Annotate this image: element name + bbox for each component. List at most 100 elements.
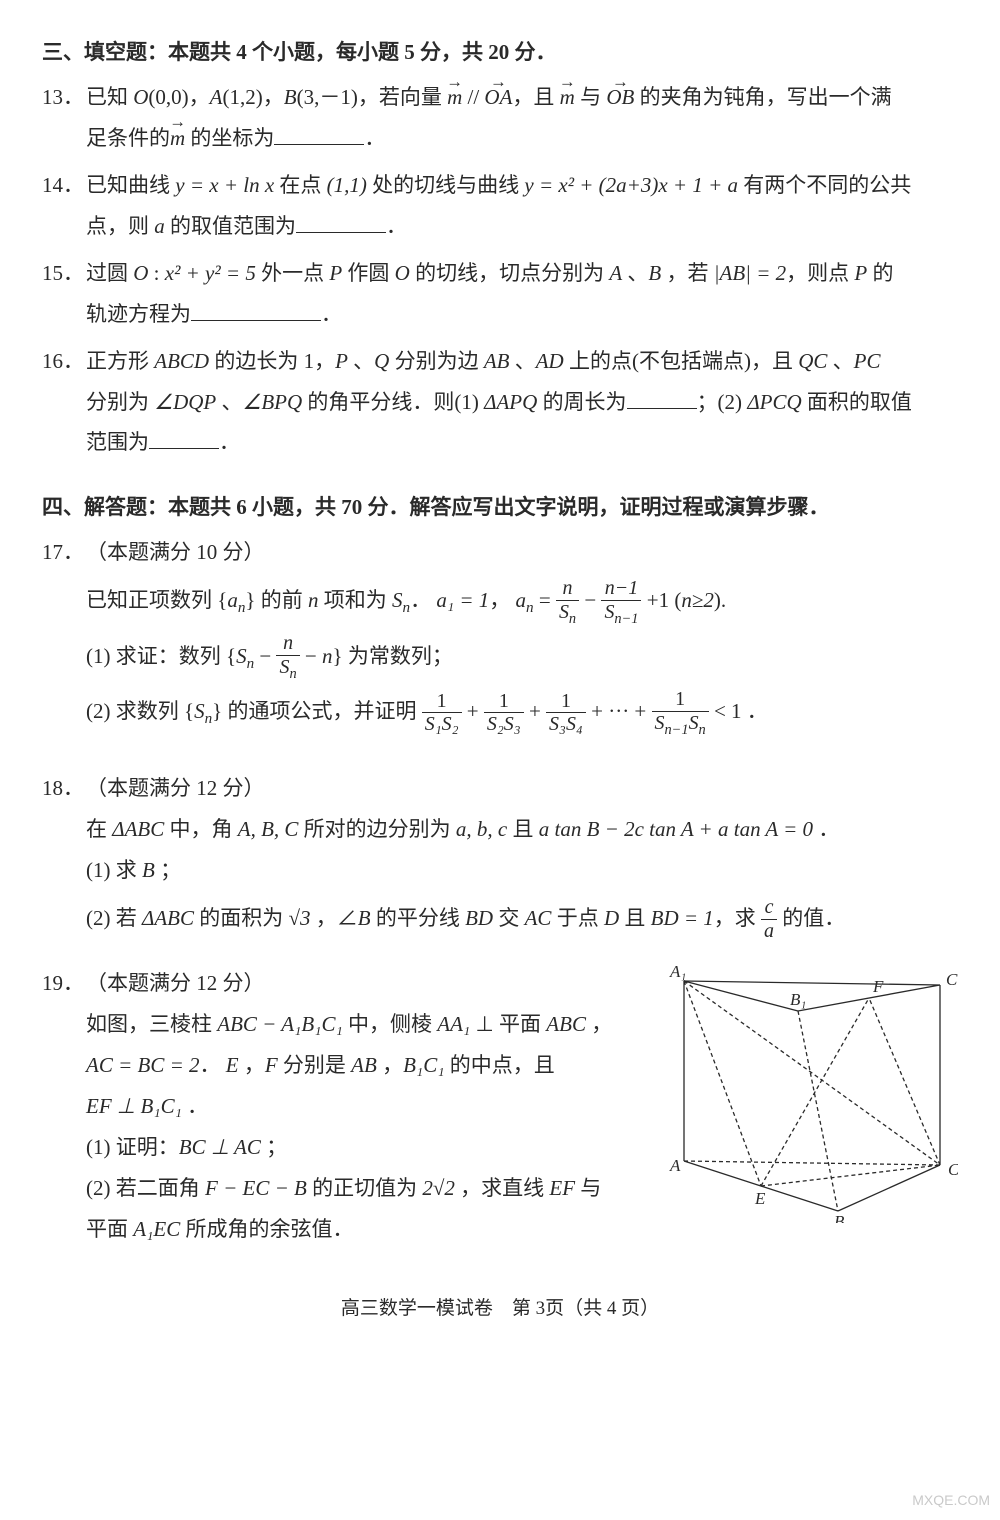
q16-body: 正方形 ABCD 的边长为 1，P 、Q 分别为边 AB 、AD 上的点(不包括…	[86, 341, 958, 464]
O: O	[395, 261, 410, 285]
t: 的取值范围为	[165, 214, 296, 238]
q14-num: 14．	[42, 165, 86, 247]
den: Sn	[556, 601, 579, 628]
t: ．	[200, 1053, 226, 1077]
svg-text:B: B	[834, 1212, 845, 1223]
AB: |AB| = 2	[714, 261, 786, 285]
t: 范围为	[86, 430, 149, 454]
F: F	[265, 1053, 278, 1077]
vec-OB: OB	[606, 77, 634, 118]
t: 的中点，且	[445, 1053, 555, 1077]
t: ，	[489, 588, 515, 612]
ABC: ABC	[546, 1012, 586, 1036]
ngeq: n≥2	[681, 588, 714, 612]
frac: 1S₂S₃	[484, 690, 524, 738]
t: 平面	[86, 1217, 133, 1241]
t: +1 (	[647, 588, 682, 612]
t: //	[462, 85, 484, 109]
t: 上的点(不包括端点)，且	[564, 349, 799, 373]
t: 已知正项数列 {	[86, 588, 227, 612]
t: 面积的取值	[802, 390, 912, 414]
t: 、	[509, 349, 535, 373]
dihedral: F − EC − B	[205, 1176, 307, 1200]
den: Sn−1	[601, 601, 641, 628]
t: 正方形	[86, 349, 154, 373]
P: P	[335, 349, 348, 373]
Q: Q	[374, 349, 389, 373]
t: } 为常数列；	[332, 644, 452, 668]
q15-num: 15．	[42, 253, 86, 335]
QC: QC	[798, 349, 827, 373]
t: (0,0)，	[148, 85, 209, 109]
frac: nSn	[276, 632, 299, 683]
BD1: BD = 1	[651, 906, 714, 930]
q18-num: 18．	[42, 768, 86, 945]
svg-text:C₁: C₁	[946, 970, 958, 989]
t: −	[254, 644, 276, 668]
blank	[296, 210, 386, 233]
an: a	[227, 588, 238, 612]
page-footer: 高三数学一模试卷 第 3页（共 4 页）	[42, 1290, 958, 1327]
t: 的角平分线．则(1)	[302, 390, 484, 414]
eq: x² + y² = 5	[165, 261, 256, 285]
t: 分别为边	[389, 349, 484, 373]
t: } 的通项公式，并证明	[212, 699, 422, 723]
AD: AD	[536, 349, 564, 373]
t: 且	[507, 817, 539, 841]
t: ，∠	[311, 906, 358, 930]
question-19: 19． （本题满分 12 分） 如图，三棱柱 ABC − A₁B₁C₁ 中，侧棱…	[42, 963, 958, 1250]
t: 中，角	[164, 817, 238, 841]
eq: AC = BC = 2	[86, 1053, 200, 1077]
an: a	[516, 588, 527, 612]
t: 的周长为	[537, 390, 626, 414]
frac: nSn	[556, 577, 579, 628]
q19-num: 19．	[42, 963, 86, 1250]
P: P	[329, 261, 342, 285]
blank	[274, 122, 364, 145]
svg-text:F: F	[872, 977, 884, 996]
t: (1) 求	[86, 858, 142, 882]
blank	[191, 298, 321, 321]
t: 、	[622, 261, 648, 285]
t: ，	[377, 1053, 403, 1077]
t: 处的切线与曲线	[367, 173, 525, 197]
num: n	[556, 577, 579, 601]
watermark: MXQE.COM	[912, 1487, 990, 1514]
t: 的面积为	[194, 906, 289, 930]
question-18: 18． （本题满分 12 分） 在 ΔABC 中，角 A, B, C 所对的边分…	[42, 768, 958, 945]
t: ；	[261, 1135, 287, 1159]
t: 的边长为 1，	[209, 349, 335, 373]
AC: AC	[525, 906, 552, 930]
num: n−1	[601, 577, 641, 601]
prism: ABC − A₁B₁C₁	[217, 1012, 343, 1036]
t: 的夹角为钝角，写出一个满	[634, 85, 891, 109]
t: 中，侧棱	[343, 1012, 438, 1036]
question-13: 13． 已知 O(0,0)，A(1,2)，B(3,－1)，若向量 m // OA…	[42, 77, 958, 159]
frac: ca	[761, 896, 777, 944]
t: (2) 若	[86, 906, 142, 930]
t: 作圆	[342, 261, 395, 285]
t: 足条件的	[86, 126, 170, 150]
t: (3,－1)，若向量	[297, 85, 442, 109]
t: 、	[827, 349, 853, 373]
prism-diagram: A₁B₁C₁FABCE	[668, 963, 958, 1223]
t: ，则点	[786, 261, 854, 285]
val: 2√2	[422, 1176, 455, 1200]
t: ，	[239, 1053, 265, 1077]
t: ，	[586, 1012, 612, 1036]
sub: n	[403, 600, 411, 616]
section-4-header: 四、解答题：本题共 6 小题，共 70 分．解答应写出文字说明，证明过程或演算步…	[42, 487, 958, 528]
question-16: 16． 正方形 ABCD 的边长为 1，P 、Q 分别为边 AB 、AD 上的点…	[42, 341, 958, 464]
t: 如图，三棱柱	[86, 1012, 217, 1036]
t: ．	[182, 1094, 208, 1118]
t: 有两个不同的公共	[738, 173, 911, 197]
svg-text:C: C	[948, 1160, 958, 1179]
sub: n	[247, 656, 255, 672]
t: ，且	[512, 85, 559, 109]
t: 交	[493, 906, 525, 930]
t: =	[534, 588, 556, 612]
q14-body: 已知曲线 y = x + ln x 在点 (1,1) 处的切线与曲线 y = x…	[86, 165, 958, 247]
vec-m: m	[170, 118, 185, 159]
t: ．	[364, 126, 385, 150]
question-17: 17． （本题满分 10 分） 已知正项数列 {an} 的前 n 项和为 Sn．…	[42, 532, 958, 739]
